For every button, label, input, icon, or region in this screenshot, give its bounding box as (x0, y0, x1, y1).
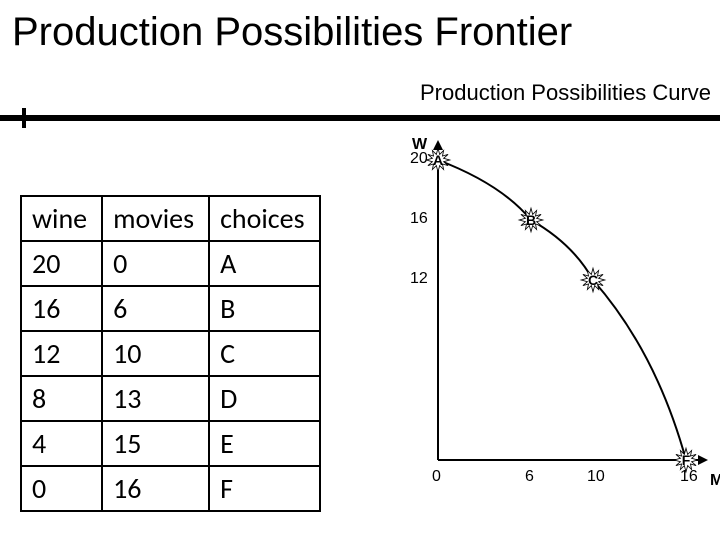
table-cell: 10 (102, 331, 209, 376)
point-label: A (433, 152, 443, 168)
x-tick-label: 6 (525, 468, 534, 486)
table-cell: C (209, 331, 319, 376)
table-cell: A (209, 241, 319, 286)
table-row: 1210C (21, 331, 320, 376)
table-cell: 8 (21, 376, 102, 421)
x-tick-label: 0 (432, 468, 441, 486)
table-row: 166B (21, 286, 320, 331)
table-header-cell: wine (21, 196, 102, 241)
y-tick-label: 12 (410, 270, 428, 288)
page-title: Production Possibilities Frontier (0, 0, 720, 61)
table-cell: 0 (102, 241, 209, 286)
y-tick-label: 16 (410, 210, 428, 228)
table-cell: 16 (21, 286, 102, 331)
table-cell: B (209, 286, 319, 331)
table-cell: 15 (102, 421, 209, 466)
table-cell: 16 (102, 466, 209, 511)
point-label: F (682, 452, 691, 468)
ppf-chart: WM121620061016ABCF (390, 100, 710, 510)
data-table: winemovieschoices200A166B1210C813D415E01… (20, 195, 321, 512)
point-label: B (526, 212, 536, 228)
table-row: 016F (21, 466, 320, 511)
table-row: 200A (21, 241, 320, 286)
title-underline-tick (22, 108, 26, 128)
table-cell: 20 (21, 241, 102, 286)
x-tick-label: 10 (587, 468, 605, 486)
table-row: 813D (21, 376, 320, 421)
table-cell: 4 (21, 421, 102, 466)
table-header-cell: choices (209, 196, 319, 241)
table-cell: 0 (21, 466, 102, 511)
table-cell: 13 (102, 376, 209, 421)
table-row: 415E (21, 421, 320, 466)
table-cell: 12 (21, 331, 102, 376)
table-cell: 6 (102, 286, 209, 331)
table-cell: F (209, 466, 319, 511)
x-axis-label: M (710, 472, 720, 490)
table-cell: E (209, 421, 319, 466)
table-cell: D (209, 376, 319, 421)
point-label: C (588, 272, 598, 288)
table-header-cell: movies (102, 196, 209, 241)
